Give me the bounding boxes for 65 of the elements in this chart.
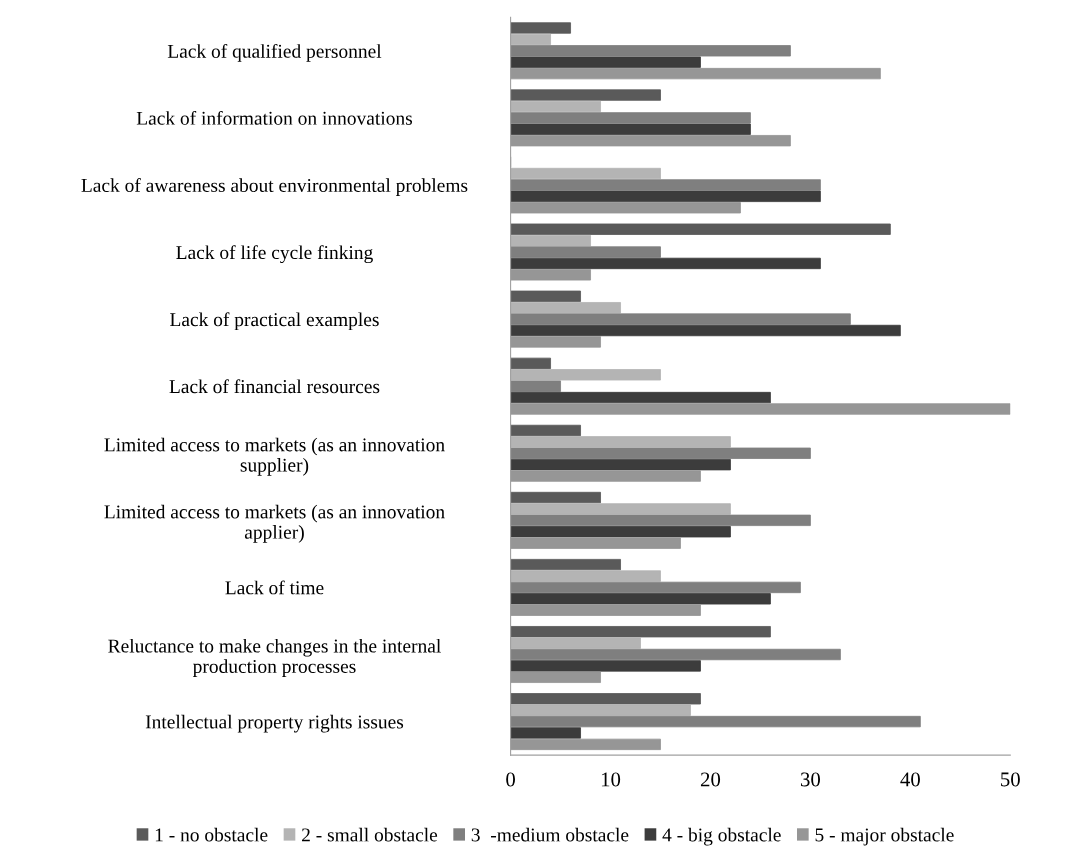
legend-label: 1 - no obstacle <box>155 827 268 842</box>
bar <box>510 257 821 270</box>
y-tick-label: Lack of financial resources <box>169 379 380 394</box>
x-tick-label: 50 <box>1001 772 1020 787</box>
bar <box>510 324 901 337</box>
bar <box>510 100 601 113</box>
bar <box>510 660 701 672</box>
bar <box>510 167 661 180</box>
bar <box>510 626 771 638</box>
y-tick-label: Intellectual property rights issues <box>145 714 404 733</box>
y-tick-label: Limited access to markets (as an innovation supplier) <box>104 437 445 476</box>
bar <box>510 514 811 527</box>
bar <box>510 56 701 68</box>
y-tick-label: Reluctance to make changes in the internal production processes <box>108 638 441 677</box>
bar <box>510 593 771 605</box>
bar <box>510 179 821 191</box>
y-tick-label: Lack of life cycle finking <box>176 245 373 264</box>
bar <box>510 234 591 247</box>
bar <box>510 491 601 504</box>
bar <box>510 369 661 381</box>
bar <box>510 570 661 582</box>
bar <box>510 637 641 649</box>
y-tick-label: Lack of practical examples <box>170 312 379 331</box>
bar <box>510 391 771 404</box>
legend-label: 2 - small obstacle <box>302 827 438 842</box>
bar <box>510 459 731 471</box>
bar <box>510 190 821 203</box>
legend-label: 4 - big obstacle <box>662 827 781 846</box>
x-tick-label: 30 <box>800 772 821 787</box>
bar <box>510 503 731 515</box>
bar <box>510 313 851 325</box>
bar <box>510 648 841 661</box>
bar <box>510 89 661 101</box>
bar <box>510 33 551 46</box>
bar <box>510 123 751 135</box>
x-tick-label: 0 <box>506 772 515 787</box>
bar <box>510 424 581 437</box>
bar <box>510 246 661 258</box>
y-tick-label: Limited access to markets (as an innovation applier) <box>104 504 445 543</box>
x-tick-label: 20 <box>700 772 721 787</box>
bar <box>510 112 751 124</box>
bar <box>510 380 561 392</box>
x-tick-label: 40 <box>900 772 920 787</box>
bar <box>510 693 701 705</box>
legend-label: 5 - major obstacle <box>815 827 954 846</box>
legend-label: 3 -medium obstacle <box>471 827 629 842</box>
bar <box>510 45 791 57</box>
bar <box>510 704 691 716</box>
bar <box>510 290 581 302</box>
bar <box>510 302 621 314</box>
bar <box>510 447 811 459</box>
bar <box>510 727 581 739</box>
bar <box>510 436 731 448</box>
y-tick-label: Lack of time <box>225 580 324 595</box>
x-tick-label: 10 <box>601 772 621 787</box>
bar <box>510 558 621 571</box>
y-tick-label: Lack of awareness about environmental problems <box>81 178 468 196</box>
bar <box>510 357 551 370</box>
bar <box>510 715 921 728</box>
bar <box>510 22 571 34</box>
y-tick-label: Lack of qualified personnel <box>167 43 382 62</box>
bar <box>510 223 891 235</box>
y-tick-label: Lack of information on innovations <box>136 110 413 125</box>
bar <box>510 526 731 538</box>
bar <box>510 581 801 594</box>
